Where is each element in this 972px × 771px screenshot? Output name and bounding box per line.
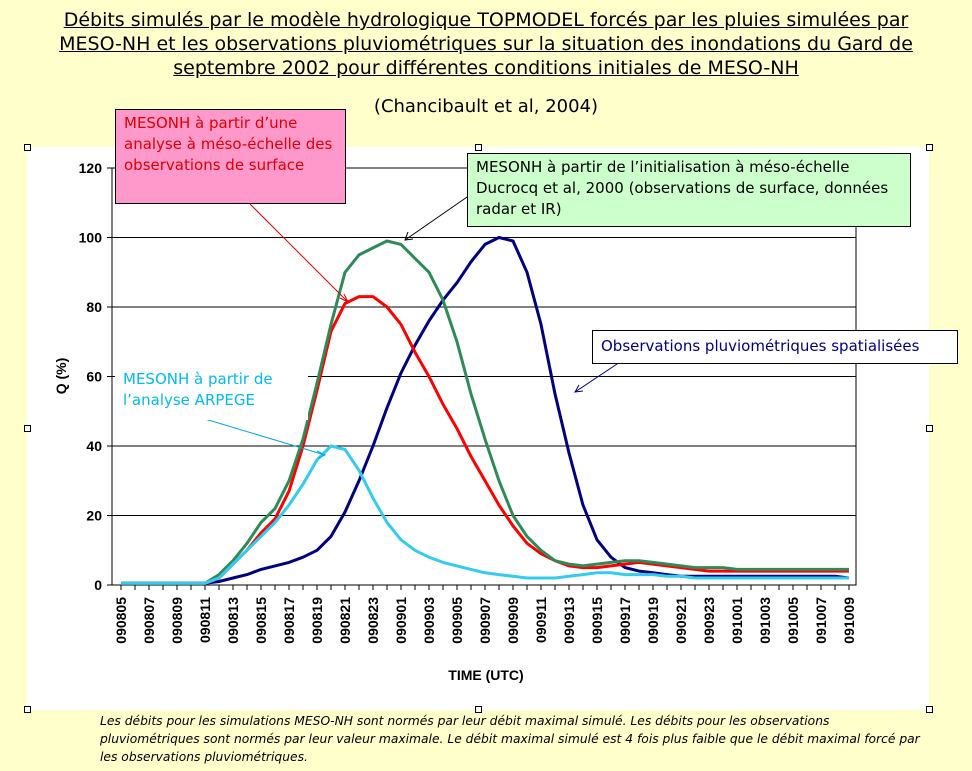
leader-arrow-ducrocq (404, 231, 414, 241)
callout-ducrocq[interactable]: MESONH à partir de l’initialisation à mé… (467, 153, 911, 227)
x-tick-label: 090923 (701, 597, 717, 644)
selection-handle[interactable] (926, 144, 933, 151)
x-tick-label: 090913 (561, 597, 577, 644)
x-tick-label: 090815 (253, 597, 269, 644)
leader-line-meso (249, 203, 349, 303)
x-tick-label: 090823 (365, 597, 381, 644)
x-tick-label: 090805 (113, 597, 129, 644)
x-tick-label: 091007 (813, 597, 829, 644)
plot-area-frame[interactable] (27, 147, 929, 710)
leader-line-observations (574, 361, 621, 393)
leader-arrow-arpege (316, 450, 327, 459)
x-tick-label: 090911 (533, 597, 549, 643)
footnote: Les débits pour les simulations MESO-NH … (100, 714, 920, 764)
selection-handle[interactable] (926, 706, 933, 713)
callout-observations[interactable]: Observations pluviométriques spatialisée… (592, 330, 958, 364)
series-line-3 (121, 239, 849, 585)
selection-handle[interactable] (475, 706, 482, 713)
series-line-1 (121, 236, 850, 585)
x-tick-label: 090809 (169, 597, 185, 644)
x-tick-label: 090807 (141, 597, 157, 644)
x-axis-label: TIME (UTC) (448, 667, 523, 683)
y-axis-label: Q (%) (53, 358, 69, 395)
x-tick-label: 090919 (645, 597, 661, 644)
leader-arrow-meso (339, 293, 350, 304)
y-tick-label: 0 (94, 577, 102, 593)
y-tick-label: 40 (86, 438, 102, 454)
selection-handle[interactable] (24, 144, 31, 151)
y-tick-label: 20 (86, 508, 102, 524)
selection-handle[interactable] (475, 144, 482, 151)
title-line-3: septembre 2002 pour différentes conditio… (173, 57, 799, 79)
y-tick-label: 120 (79, 160, 103, 176)
selection-handle[interactable] (24, 706, 31, 713)
leader-line-ducrocq (404, 194, 471, 241)
chart-title: Débits simulés par le modèle hydrologiqu… (0, 8, 972, 80)
x-tick-label: 090903 (421, 597, 437, 644)
y-tick-label: 100 (79, 230, 103, 246)
selection-handle[interactable] (24, 425, 31, 432)
callout-arpege[interactable]: MESONH à partir de l’analyse ARPEGE (115, 366, 308, 420)
x-tick-label: 090813 (225, 597, 241, 644)
x-tick-label: 090819 (309, 597, 325, 644)
x-tick-label: 090821 (337, 597, 353, 644)
x-tick-label: 090909 (505, 597, 521, 644)
y-tick-label: 80 (86, 299, 102, 315)
y-tick-label: 60 (86, 369, 102, 385)
x-tick-label: 090817 (281, 597, 297, 644)
title-line-2: MESO-NH et les observations pluviométriq… (59, 33, 913, 55)
citation: (Chancibault et al, 2004) (373, 96, 599, 117)
x-tick-label: 090921 (673, 597, 689, 644)
x-tick-label: 091003 (757, 597, 773, 644)
x-tick-label: 090907 (477, 597, 493, 644)
selection-handle[interactable] (926, 425, 933, 432)
x-tick-label: 090905 (449, 597, 465, 644)
callout-meso-analysis[interactable]: MESONH à partir d’une analyse à méso-éch… (115, 109, 346, 204)
title-line-1: Débits simulés par le modèle hydrologiqu… (63, 9, 909, 31)
leader-line-arpege (204, 418, 326, 456)
x-tick-label: 090901 (393, 597, 409, 644)
x-tick-label: 091009 (841, 597, 857, 644)
leader-arrow-observations (574, 384, 584, 393)
x-tick-label: 090917 (617, 597, 633, 644)
x-tick-label: 091001 (729, 597, 745, 644)
x-tick-label: 091005 (785, 597, 801, 644)
x-tick-label: 090811 (197, 597, 213, 643)
series-line-4 (121, 444, 849, 585)
x-tick-label: 090915 (589, 597, 605, 644)
